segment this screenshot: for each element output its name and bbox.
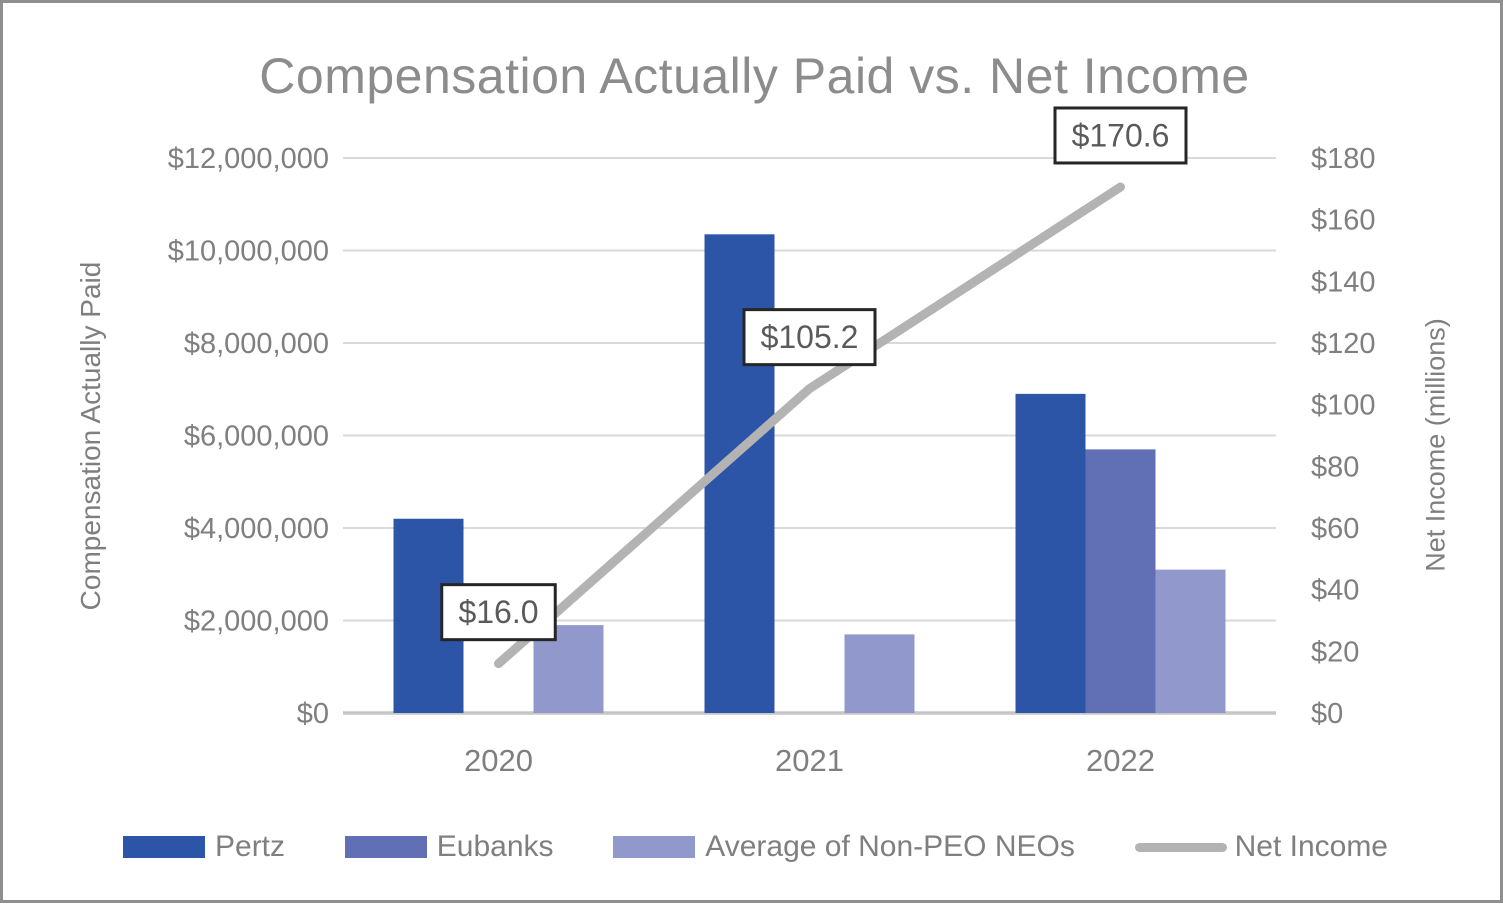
- right-axis-tick-label: $0: [1311, 698, 1343, 730]
- x-axis-label-2020: 2020: [464, 743, 533, 778]
- right-axis-tick-label: $120: [1311, 328, 1376, 360]
- right-axis-tick-label: $40: [1311, 575, 1359, 607]
- right-axis-tick-label: $160: [1311, 205, 1376, 237]
- point-label-box: [1053, 106, 1188, 165]
- x-axis-label-2021: 2021: [775, 743, 844, 778]
- legend-label: Net Income: [1234, 830, 1388, 863]
- left-axis-tick-label: $10,000,000: [168, 236, 329, 268]
- legend: Pertz Eubanks Average of Non-PEO NEOs Net I…: [123, 825, 1388, 869]
- legend-item-net-income: Net Income: [1134, 830, 1388, 864]
- right-axis-tick-label: $180: [1311, 143, 1376, 175]
- legend-item-eubanks: Eubanks: [344, 830, 554, 864]
- legend-item-average-of-non-peo-neos: Average of Non-PEO NEOs: [613, 830, 1075, 864]
- left-axis-tick-label: $4,000,000: [184, 513, 329, 545]
- right-axis-tick-label: $140: [1311, 266, 1376, 298]
- right-axis-tick-label: $60: [1311, 513, 1359, 545]
- right-axis-tick-label: $100: [1311, 390, 1376, 422]
- point-label-text: $16.0: [458, 594, 538, 630]
- point-label-text: $170.6: [1072, 117, 1170, 153]
- left-axis-tick-label: $2,000,000: [184, 606, 329, 638]
- bar-pertz-2022: [1015, 393, 1086, 713]
- right-axis-tick-label: $20: [1311, 636, 1359, 668]
- chart-title: Compensation Actually Paid vs. Net Incom…: [259, 48, 1250, 104]
- bar-average-of-non-peo-neos-2021: [844, 634, 915, 713]
- point-label-text: $105.2: [761, 319, 859, 355]
- axis-tick-labels: $0 $2,000,000 $4,000,000 $6,000,000 $8,000,0…: [168, 143, 1376, 778]
- data-point-labels: $16.0 $105.2 $170.6: [440, 106, 1188, 642]
- legend-swatch-eubanks: [344, 836, 427, 858]
- legend-swatch-average-of-non-peo-neos: [613, 836, 696, 858]
- bar-eubanks-2022: [1085, 449, 1156, 713]
- left-axis-tick-label: $8,000,000: [184, 328, 329, 360]
- x-axis-label-2022: 2022: [1086, 743, 1155, 778]
- point-label-box: [742, 308, 877, 367]
- point-label-box: [440, 583, 557, 642]
- left-axis-tick-label: $12,000,000: [168, 143, 329, 175]
- legend-line-swatch-net-income: [1134, 842, 1227, 852]
- legend-item-pertz: Pertz: [123, 830, 285, 864]
- line-net-income: [494, 182, 1125, 669]
- bar-average-of-non-peo-neos-2022: [1155, 569, 1226, 713]
- right-axis-tick-label: $80: [1311, 451, 1359, 483]
- legend-label: Eubanks: [436, 830, 554, 863]
- chart-plot-area: $0 $2,000,000 $4,000,000 $6,000,000 $8,000,0…: [168, 106, 1376, 778]
- legend-swatch-pertz: [123, 836, 205, 858]
- legend-label: Average of Non-PEO NEOs: [705, 830, 1075, 863]
- legend-label: Pertz: [215, 830, 286, 863]
- net-income-line: [494, 182, 1125, 669]
- left-axis-tick-label: $6,000,000: [184, 421, 329, 453]
- left-axis-tick-label: $0: [297, 698, 329, 730]
